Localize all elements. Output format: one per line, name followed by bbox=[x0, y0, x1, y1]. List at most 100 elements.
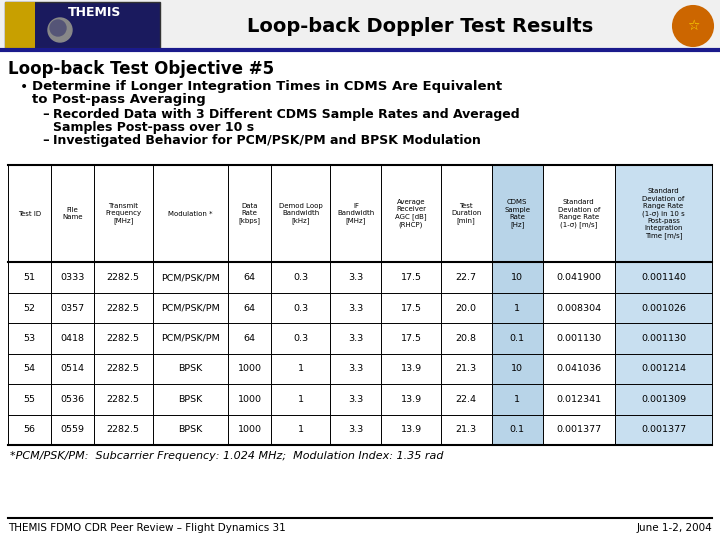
Bar bbox=[5, 2, 35, 48]
Text: 64: 64 bbox=[244, 303, 256, 313]
Text: 3.3: 3.3 bbox=[348, 303, 364, 313]
Text: Modulation *: Modulation * bbox=[168, 211, 213, 217]
Bar bbox=[615, 165, 712, 445]
Text: 1000: 1000 bbox=[238, 426, 262, 434]
Circle shape bbox=[673, 6, 713, 46]
Text: IF
Bandwidth
[MHz]: IF Bandwidth [MHz] bbox=[337, 203, 374, 224]
Text: 21.3: 21.3 bbox=[456, 426, 477, 434]
Text: 2282.5: 2282.5 bbox=[107, 426, 140, 434]
Text: 2282.5: 2282.5 bbox=[107, 273, 140, 282]
Text: 0.041036: 0.041036 bbox=[557, 364, 601, 374]
Text: 53: 53 bbox=[23, 334, 35, 343]
Text: Investigated Behavior for PCM/PSK/PM and BPSK Modulation: Investigated Behavior for PCM/PSK/PM and… bbox=[53, 134, 481, 147]
Text: 0357: 0357 bbox=[60, 303, 84, 313]
Text: 51: 51 bbox=[23, 273, 35, 282]
Text: 55: 55 bbox=[23, 395, 35, 404]
Text: 0418: 0418 bbox=[60, 334, 84, 343]
Text: 1: 1 bbox=[298, 364, 304, 374]
Text: –: – bbox=[42, 134, 49, 147]
Text: 0.001140: 0.001140 bbox=[641, 273, 686, 282]
Text: 0.001309: 0.001309 bbox=[641, 395, 686, 404]
Text: *PCM/PSK/PM:  Subcarrier Frequency: 1.024 MHz;  Modulation Index: 1.35 rad: *PCM/PSK/PM: Subcarrier Frequency: 1.024… bbox=[10, 451, 444, 461]
Text: 0.001130: 0.001130 bbox=[641, 334, 686, 343]
Text: 10: 10 bbox=[511, 273, 523, 282]
Text: Loop-back Doppler Test Results: Loop-back Doppler Test Results bbox=[247, 17, 593, 36]
Text: Average
Receiver
AGC [dB]
(RHCP): Average Receiver AGC [dB] (RHCP) bbox=[395, 199, 427, 228]
Text: 20.0: 20.0 bbox=[456, 303, 477, 313]
Text: 0536: 0536 bbox=[60, 395, 84, 404]
Circle shape bbox=[50, 20, 66, 36]
Text: 1: 1 bbox=[514, 303, 520, 313]
Text: 64: 64 bbox=[244, 273, 256, 282]
Text: 3.3: 3.3 bbox=[348, 273, 364, 282]
Text: Test ID: Test ID bbox=[18, 211, 41, 217]
Text: •: • bbox=[20, 80, 28, 94]
Circle shape bbox=[48, 18, 72, 42]
Text: THEMIS: THEMIS bbox=[68, 6, 122, 19]
Text: 0.001026: 0.001026 bbox=[641, 303, 686, 313]
Text: 21.3: 21.3 bbox=[456, 364, 477, 374]
Text: PCM/PSK/PM: PCM/PSK/PM bbox=[161, 273, 220, 282]
Text: 2282.5: 2282.5 bbox=[107, 364, 140, 374]
Text: 1: 1 bbox=[298, 426, 304, 434]
Bar bbox=[5, 2, 160, 48]
Text: BPSK: BPSK bbox=[179, 426, 203, 434]
Text: 54: 54 bbox=[23, 364, 35, 374]
Text: 0.001377: 0.001377 bbox=[641, 426, 686, 434]
Text: 64: 64 bbox=[244, 334, 256, 343]
Text: 2282.5: 2282.5 bbox=[107, 303, 140, 313]
Text: 0.1: 0.1 bbox=[510, 426, 525, 434]
Text: 52: 52 bbox=[23, 303, 35, 313]
Text: Samples Post-pass over 10 s: Samples Post-pass over 10 s bbox=[53, 121, 254, 134]
Text: 0.001214: 0.001214 bbox=[641, 364, 686, 374]
Text: 17.5: 17.5 bbox=[400, 303, 421, 313]
Text: 0.1: 0.1 bbox=[510, 334, 525, 343]
Text: BPSK: BPSK bbox=[179, 395, 203, 404]
Text: 22.7: 22.7 bbox=[456, 273, 477, 282]
Text: 0.3: 0.3 bbox=[293, 334, 308, 343]
Text: 2282.5: 2282.5 bbox=[107, 334, 140, 343]
Bar bbox=[0, 0, 720, 50]
Text: 0.3: 0.3 bbox=[293, 273, 308, 282]
Text: Recorded Data with 3 Different CDMS Sample Rates and Averaged: Recorded Data with 3 Different CDMS Samp… bbox=[53, 108, 520, 121]
Text: ☆: ☆ bbox=[687, 19, 699, 33]
Text: Loop-back Test Objective #5: Loop-back Test Objective #5 bbox=[8, 60, 274, 78]
Text: 13.9: 13.9 bbox=[400, 395, 421, 404]
Text: Demod Loop
Bandwidth
[kHz]: Demod Loop Bandwidth [kHz] bbox=[279, 203, 323, 224]
Text: 0559: 0559 bbox=[60, 426, 84, 434]
Text: 0333: 0333 bbox=[60, 273, 84, 282]
Text: File
Name: File Name bbox=[62, 207, 82, 220]
Text: 17.5: 17.5 bbox=[400, 334, 421, 343]
Text: 0.012341: 0.012341 bbox=[557, 395, 601, 404]
Text: Data
Rate
[kbps]: Data Rate [kbps] bbox=[239, 203, 261, 224]
Text: 22.4: 22.4 bbox=[456, 395, 477, 404]
Text: THEMIS FDMO CDR Peer Review – Flight Dynamics 31: THEMIS FDMO CDR Peer Review – Flight Dyn… bbox=[8, 523, 286, 533]
Text: 3.3: 3.3 bbox=[348, 395, 364, 404]
Text: 0514: 0514 bbox=[60, 364, 84, 374]
Text: to Post-pass Averaging: to Post-pass Averaging bbox=[32, 93, 206, 106]
Text: 1: 1 bbox=[298, 395, 304, 404]
Text: 0.001130: 0.001130 bbox=[557, 334, 601, 343]
Text: 0.3: 0.3 bbox=[293, 303, 308, 313]
Text: Determine if Longer Integration Times in CDMS Are Equivalent: Determine if Longer Integration Times in… bbox=[32, 80, 502, 93]
Text: 56: 56 bbox=[23, 426, 35, 434]
Text: 2282.5: 2282.5 bbox=[107, 395, 140, 404]
Text: 1000: 1000 bbox=[238, 364, 262, 374]
Text: Standard
Deviation of
Range Rate
(1-σ) in 10 s
Post-pass
Integration
Time [m/s]: Standard Deviation of Range Rate (1-σ) i… bbox=[642, 188, 685, 239]
Text: Transmit
Frequency
[MHz]: Transmit Frequency [MHz] bbox=[105, 203, 141, 224]
Text: Standard
Deviation of
Range Rate
(1-σ) [m/s]: Standard Deviation of Range Rate (1-σ) [… bbox=[557, 199, 600, 228]
Text: CDMS
Sample
Rate
[Hz]: CDMS Sample Rate [Hz] bbox=[504, 199, 530, 228]
Bar bbox=[492, 165, 543, 445]
Text: 3.3: 3.3 bbox=[348, 426, 364, 434]
Text: PCM/PSK/PM: PCM/PSK/PM bbox=[161, 303, 220, 313]
Text: 0.008304: 0.008304 bbox=[557, 303, 601, 313]
Text: 13.9: 13.9 bbox=[400, 426, 421, 434]
Text: 1000: 1000 bbox=[238, 395, 262, 404]
Text: 10: 10 bbox=[511, 364, 523, 374]
Text: 0.001377: 0.001377 bbox=[557, 426, 601, 434]
Text: June 1-2, 2004: June 1-2, 2004 bbox=[636, 523, 712, 533]
Text: Test
Duration
[min]: Test Duration [min] bbox=[451, 203, 481, 224]
Text: 17.5: 17.5 bbox=[400, 273, 421, 282]
Text: PCM/PSK/PM: PCM/PSK/PM bbox=[161, 334, 220, 343]
Text: 20.8: 20.8 bbox=[456, 334, 477, 343]
